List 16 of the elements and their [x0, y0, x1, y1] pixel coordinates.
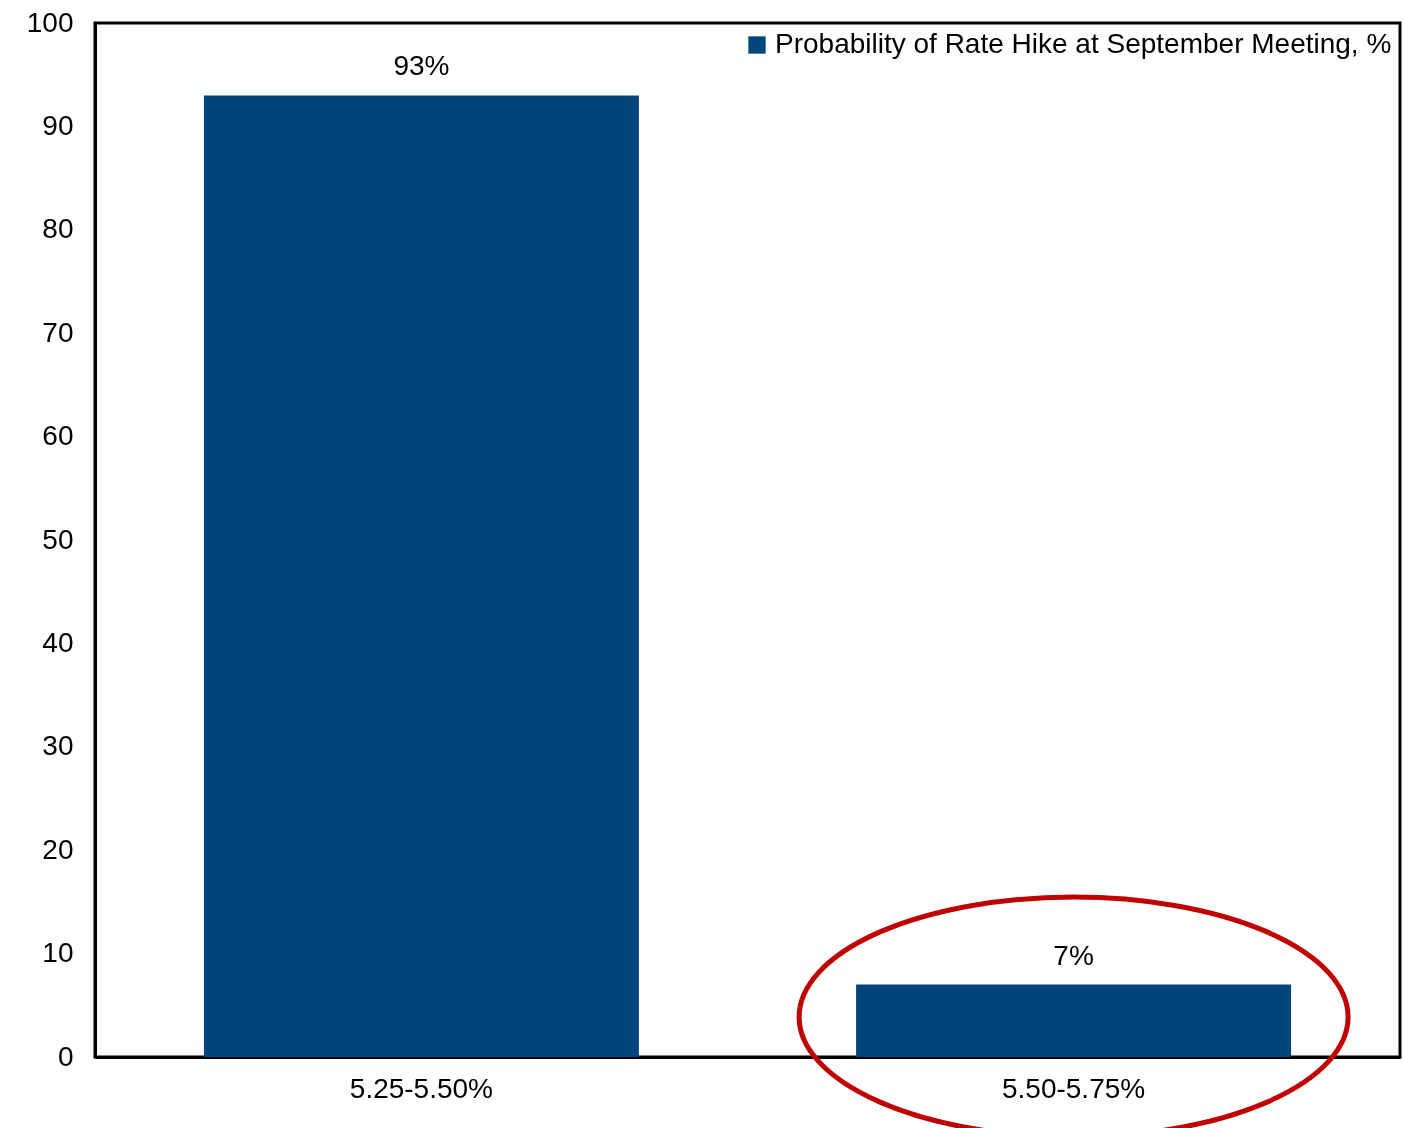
y-tick-label: 20: [42, 833, 74, 865]
y-tick-label: 90: [42, 109, 74, 141]
legend-label: Probability of Rate Hike at September Meeting, %: [775, 28, 1392, 59]
x-tick-label: 5.50-5.75%: [1001, 1072, 1146, 1104]
y-tick-label: 50: [42, 523, 74, 555]
y-tick-label: 80: [42, 213, 74, 245]
y-tick-label: 70: [42, 316, 74, 348]
y-tick-label: 60: [42, 420, 74, 452]
data-label: 93%: [393, 50, 450, 82]
y-tick-label: 100: [26, 6, 74, 38]
y-tick-label: 10: [42, 937, 74, 969]
x-tick-label: 5.25-5.50%: [349, 1072, 494, 1104]
y-tick-label: 40: [42, 626, 74, 658]
y-tick-label: 0: [57, 1040, 74, 1072]
y-tick-label: 30: [42, 730, 74, 762]
data-label: 7%: [1053, 939, 1094, 971]
